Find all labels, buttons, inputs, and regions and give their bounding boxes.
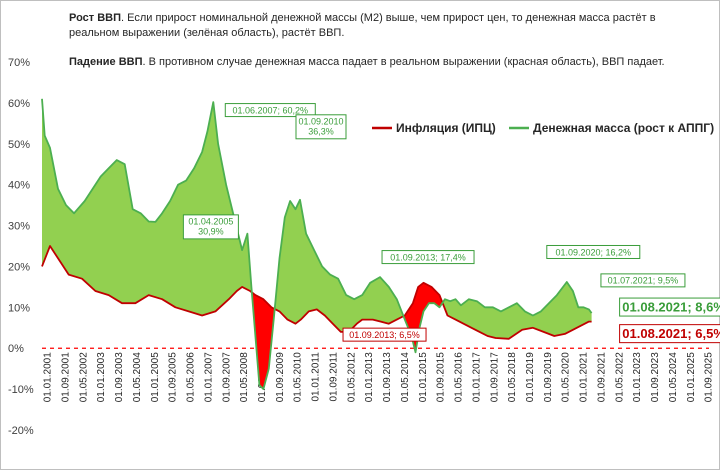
data-label-box — [381, 250, 475, 265]
x-tick-label: 01.05.2008 — [239, 352, 250, 402]
data-label-box — [342, 327, 427, 342]
area-fills — [42, 98, 592, 390]
x-tick-label: 01.05.2006 — [186, 352, 197, 402]
x-tick-label: 01.05.2022 — [614, 352, 625, 402]
x-tick-label: 01.09.2001 — [61, 352, 72, 402]
y-tick-label: 30% — [8, 221, 30, 233]
y-tick-label: 60% — [8, 98, 30, 110]
x-tick-label: 01.01.2011 — [311, 352, 322, 402]
fall-note: Падение ВВП. В противном случае денежная… — [69, 55, 669, 70]
x-tick-label: 01.09.2005 — [168, 352, 179, 402]
data-label-inflation: 01.08.2021; 6,5% — [619, 324, 720, 344]
x-tick-label: 01.01.2021 — [579, 352, 590, 402]
x-tick-label: 01.01.2017 — [471, 352, 482, 402]
x-tick-label: 01.09.2017 — [489, 352, 500, 402]
x-tick-label: 01.01.2023 — [632, 352, 643, 402]
x-tick-label: 01.01.2007 — [203, 352, 214, 402]
data-label-text: 01.09.2020; 16,2% — [556, 247, 632, 257]
x-axis-ticks: 01.01.2001 01.09.2001 01.05.2002 01.01.2003… — [43, 352, 715, 402]
data-label-text: 01.04.2005 — [188, 216, 233, 226]
x-tick-label: 01.01.2001 — [43, 352, 54, 402]
x-tick-label: 01.09.2023 — [650, 352, 661, 402]
real-growth-area — [442, 282, 592, 339]
data-label-box — [224, 103, 316, 118]
x-tick-label: 01.05.2020 — [561, 352, 572, 402]
growth-note: Рост ВВП. Если прирост номинальной денеж… — [69, 11, 669, 41]
real-growth-area — [275, 200, 404, 332]
data-label-money: 01.09.2020; 16,2% — [546, 244, 641, 259]
x-tick-label: 01.09.2021 — [596, 352, 607, 402]
x-tick-label: 01.05.2014 — [400, 352, 411, 402]
money-supply-line — [41, 98, 593, 390]
x-tick-label: 01.01.2025 — [686, 352, 697, 402]
x-tick-label: 01.05.2018 — [507, 352, 518, 402]
y-tick-label: 40% — [8, 180, 30, 192]
x-tick-label: 01.01.2013 — [364, 352, 375, 402]
x-tick-label: 01.01.2005 — [150, 352, 161, 402]
y-tick-label: 50% — [8, 139, 30, 151]
legend: Инфляция (ИПЦ) Денежная масса (рост к АПП… — [372, 121, 714, 135]
x-tick-label: 01.01.2015 — [418, 352, 429, 402]
data-label-text: 30,9% — [198, 226, 224, 236]
x-tick-label: 01.05.2004 — [132, 352, 143, 402]
x-tick-label: 01.09.2019 — [543, 352, 554, 402]
y-tick-label: 10% — [8, 302, 30, 314]
growth-note-title: Рост ВВП — [69, 12, 121, 24]
growth-note-text: . Если прирост номинальной денежной масс… — [69, 12, 656, 39]
data-label-text: 36,3% — [308, 126, 334, 136]
data-label-text: 01.08.2021; 8,6% — [622, 300, 720, 315]
data-label-box — [546, 244, 641, 259]
y-tick-label: -20% — [8, 425, 34, 437]
x-tick-label: 01.09.2003 — [114, 352, 125, 402]
data-label-box — [619, 324, 720, 344]
x-tick-label: 01.09.2015 — [436, 352, 447, 402]
x-tick-label: 01.01.2019 — [525, 352, 536, 402]
x-tick-label: 01.09.2013 — [382, 352, 393, 402]
data-label-money: 01.08.2021; 8,6% — [619, 297, 720, 317]
y-tick-label: -10% — [8, 384, 34, 396]
data-label-money: 01.07.2021; 9,5% — [600, 273, 686, 288]
legend-label-money: Денежная масса (рост к АППГ) — [533, 121, 714, 135]
x-tick-label: 01.05.2016 — [454, 352, 465, 402]
y-axis-ticks: -20% -10% 0% 10% 20% 30% 40% 50% 60% 70% — [8, 57, 709, 437]
data-label-text: 01.09.2013; 17,4% — [390, 252, 466, 262]
y-tick-label: 0% — [8, 343, 24, 355]
y-tick-label: 70% — [8, 57, 30, 69]
x-tick-label: 01.05.2002 — [78, 352, 89, 402]
x-tick-label: 01.09.2011 — [328, 352, 339, 402]
x-tick-label: 01.09.2025 — [704, 352, 715, 402]
data-label-money: 01.09.2013; 17,4% — [381, 250, 475, 265]
y-tick-label: 20% — [8, 261, 30, 273]
data-label-box — [600, 273, 686, 288]
x-tick-label: 01.09.2007 — [221, 352, 232, 402]
x-tick-label: 01.05.2012 — [346, 352, 357, 402]
fall-note-text: . В противном случае денежная масса пада… — [142, 56, 665, 68]
x-tick-label: 01.09.2009 — [275, 352, 286, 402]
data-label-text: 01.09.2010 — [298, 116, 343, 126]
x-tick-label: 01.05.2024 — [668, 352, 679, 402]
x-tick-label: 01.01.2003 — [96, 352, 107, 402]
data-label-text: 01.07.2021; 9,5% — [608, 276, 679, 286]
data-label-money: 01.06.2007; 60,2% — [224, 103, 316, 118]
fall-note-title: Падение ВВП — [69, 56, 143, 68]
legend-label-inflation: Инфляция (ИПЦ) — [396, 121, 496, 135]
data-label-inflation: 01.09.2013; 6,5% — [342, 327, 427, 342]
series-lines — [41, 98, 593, 390]
inflation-line — [41, 245, 592, 340]
real-growth-area — [42, 98, 253, 316]
data-label-box — [295, 114, 347, 140]
data-label-box — [619, 297, 720, 317]
data-label-text: 01.09.2013; 6,5% — [349, 330, 420, 340]
data-label-text: 01.06.2007; 60,2% — [232, 105, 308, 115]
data-label-text: 01.08.2021; 6,5% — [622, 326, 720, 341]
data-label-box — [182, 214, 239, 240]
x-tick-label: 01.05.2010 — [293, 352, 304, 402]
